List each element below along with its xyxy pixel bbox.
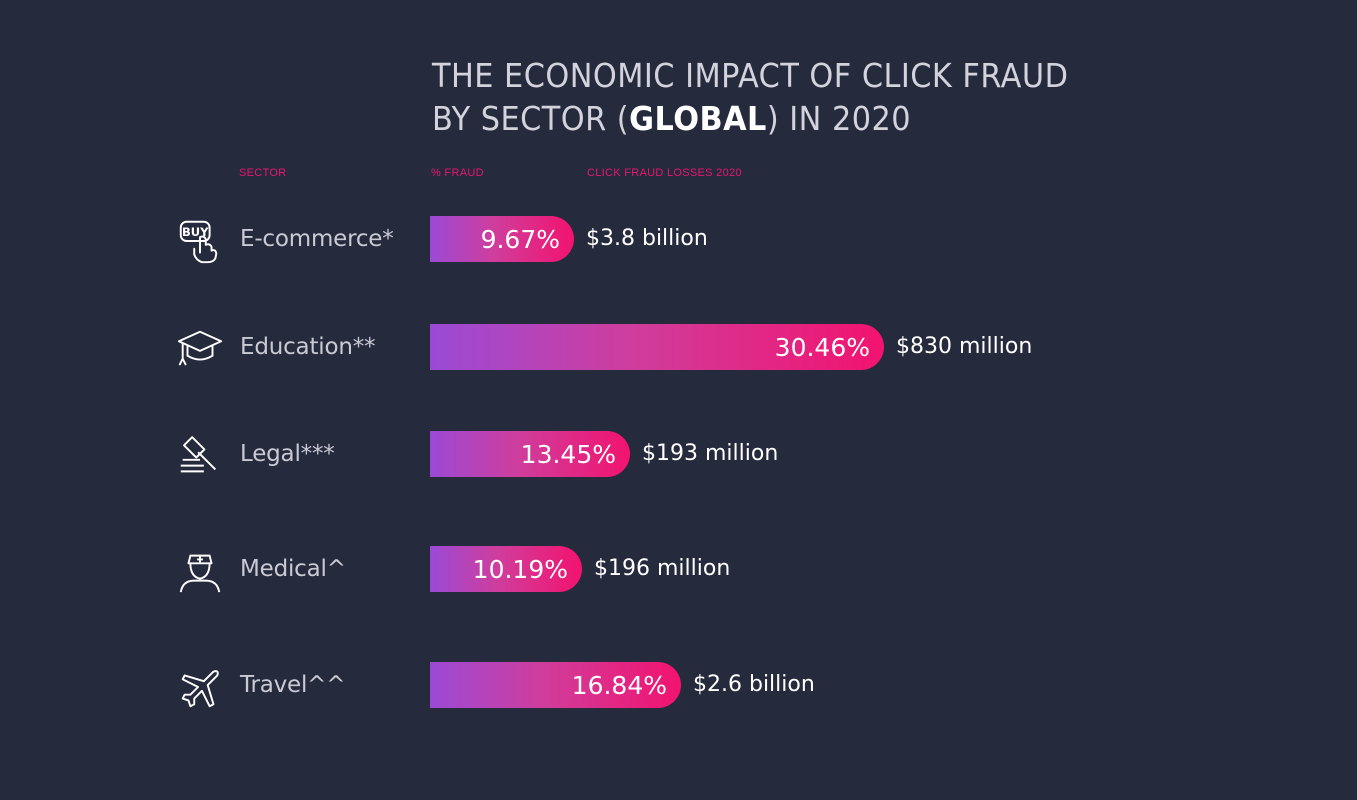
loss-label: $2.6 billion — [693, 672, 815, 697]
chart-title: THE ECONOMIC IMPACT OF CLICK FRAUD BY SE… — [432, 54, 1068, 140]
title-line2-pre: BY SECTOR ( — [432, 99, 630, 138]
title-line2-post: ) IN 2020 — [766, 99, 912, 138]
pct-fraud-column-header: % FRAUD — [431, 167, 484, 179]
bar-row: Travel^^ 16.84% $2.6 billion — [0, 662, 1357, 708]
bar-value-label: 30.46% — [774, 333, 870, 362]
graduation-cap-icon — [174, 324, 226, 374]
bar: 13.45% — [430, 431, 630, 477]
losses-column-header: CLICK FRAUD LOSSES 2020 — [587, 167, 742, 179]
sector-label: E-commerce* — [240, 226, 394, 252]
airplane-icon — [174, 662, 226, 712]
chart-title-line1: THE ECONOMIC IMPACT OF CLICK FRAUD — [432, 56, 1069, 95]
bar: 9.67% — [430, 216, 574, 262]
sector-label: Education** — [240, 334, 376, 360]
sector-label: Legal*** — [240, 441, 335, 467]
loss-label: $830 million — [896, 334, 1033, 359]
bar: 10.19% — [430, 546, 582, 592]
bar: 30.46% — [430, 324, 884, 370]
bar-row: Legal*** 13.45% $193 million — [0, 431, 1357, 477]
bar-value-label: 10.19% — [472, 555, 568, 584]
sector-label: Medical^ — [240, 556, 346, 582]
bar-value-label: 13.45% — [520, 440, 616, 469]
bar-row: Education** 30.46% $830 million — [0, 324, 1357, 370]
bar-row: BUY E-commerce* 9.67% $3.8 billion — [0, 216, 1357, 264]
sector-label: Travel^^ — [240, 672, 346, 698]
bar-row: Medical^ 10.19% $196 million — [0, 546, 1357, 593]
title-highlight: GLOBAL — [629, 99, 767, 138]
chart-title-line2: BY SECTOR (GLOBAL) IN 2020 — [432, 97, 1068, 140]
buy-icon: BUY — [174, 216, 226, 266]
bar: 16.84% — [430, 662, 681, 708]
bar-value-label: 9.67% — [480, 225, 560, 254]
nurse-icon — [174, 546, 226, 596]
gavel-icon — [174, 431, 226, 481]
loss-label: $193 million — [642, 441, 779, 466]
bar-value-label: 16.84% — [571, 671, 667, 700]
sector-column-header: SECTOR — [239, 167, 287, 179]
loss-label: $3.8 billion — [586, 226, 708, 251]
loss-label: $196 million — [594, 556, 731, 581]
